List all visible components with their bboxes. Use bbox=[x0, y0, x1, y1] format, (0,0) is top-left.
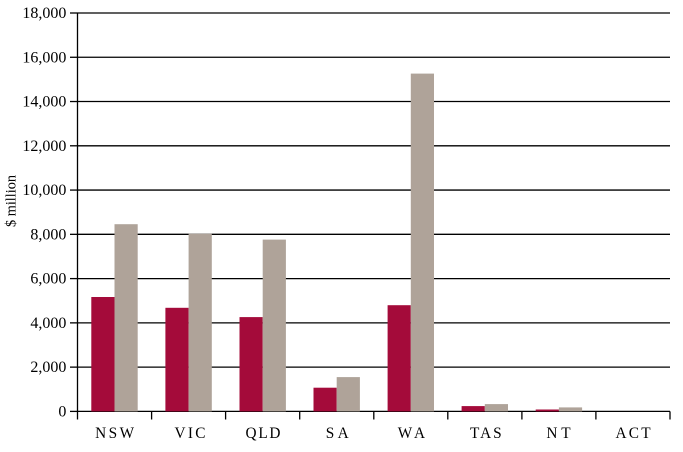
svg-text:0: 0 bbox=[58, 404, 66, 421]
svg-text:16,000: 16,000 bbox=[22, 49, 66, 66]
svg-text:14,000: 14,000 bbox=[22, 94, 66, 111]
svg-text:ACT: ACT bbox=[615, 425, 651, 442]
svg-text:8,000: 8,000 bbox=[30, 226, 66, 243]
svg-text:NSW: NSW bbox=[95, 425, 134, 442]
svg-text:10,000: 10,000 bbox=[22, 182, 66, 199]
svg-text:12,000: 12,000 bbox=[22, 138, 66, 155]
svg-text:4,000: 4,000 bbox=[30, 315, 66, 332]
svg-text:2,000: 2,000 bbox=[30, 359, 66, 376]
svg-text:QLD: QLD bbox=[246, 425, 281, 442]
svg-text:VIC: VIC bbox=[175, 425, 206, 442]
svg-text:6,000: 6,000 bbox=[30, 271, 66, 288]
svg-text:18,000: 18,000 bbox=[22, 5, 66, 22]
svg-text:$ million: $ million bbox=[4, 175, 20, 227]
svg-text:TAS: TAS bbox=[470, 425, 502, 442]
svg-text:SA: SA bbox=[326, 425, 349, 442]
